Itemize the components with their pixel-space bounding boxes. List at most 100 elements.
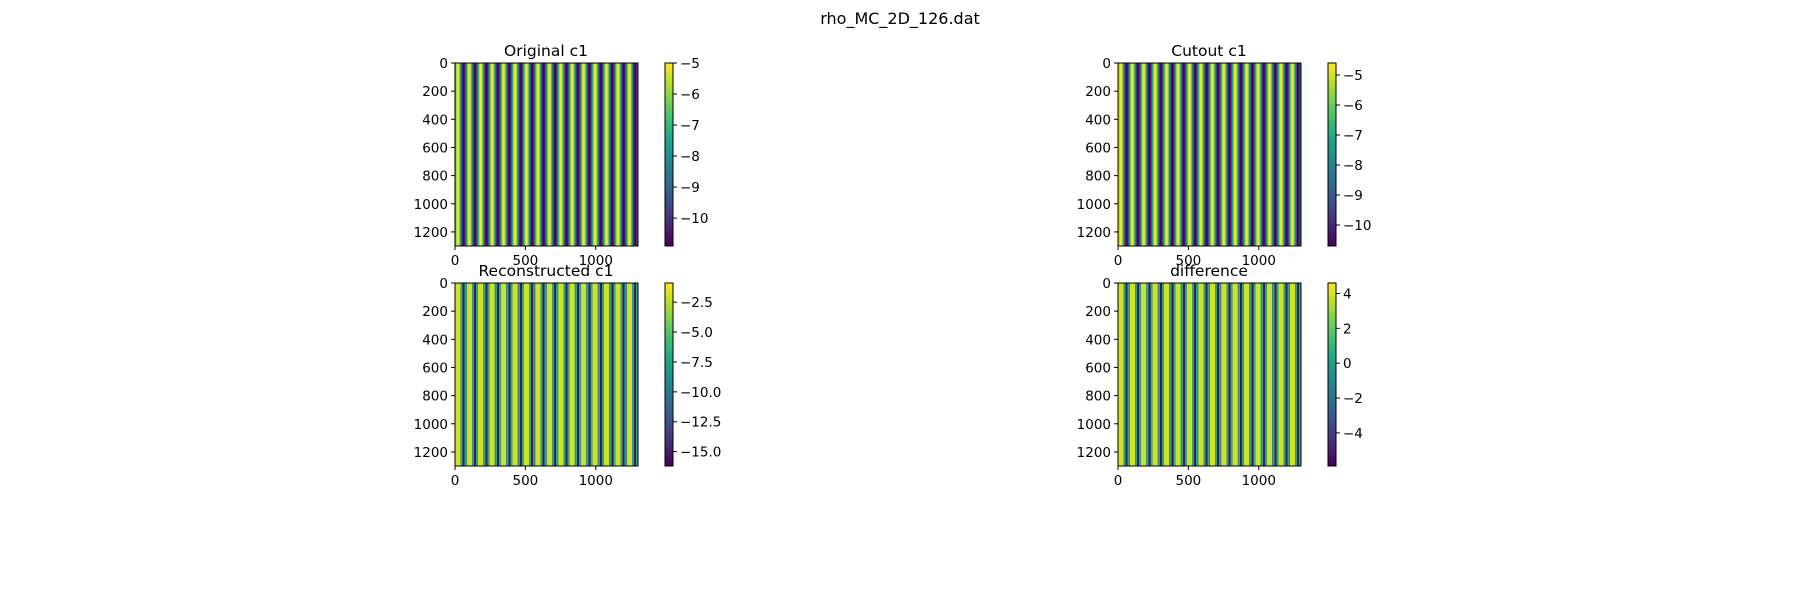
heatmap-column [1232,283,1234,466]
heatmap-column [1140,283,1142,466]
colorbar-segment [665,310,673,314]
heatmap-column [519,63,520,246]
y-tick-label: 1200 [414,225,448,241]
heatmap-column [1125,63,1126,246]
heatmap-column [1202,63,1204,246]
heatmap-column [614,283,616,466]
heatmap-column [546,63,548,246]
colorbar-segment [665,111,673,116]
heatmap-column [632,63,634,246]
heatmap-column [629,283,631,466]
heatmap-column [461,63,462,246]
heatmap-column [1145,283,1146,466]
heatmap-column [514,283,515,466]
colorbar-segment [665,319,673,324]
heatmap-column [508,283,509,466]
heatmap-column [1235,63,1236,246]
heatmap-column [1155,283,1156,466]
heatmap-column [577,63,578,246]
heatmap-column [1273,283,1274,466]
heatmap-column [601,63,602,246]
colorbar-tick-label: −5 [680,56,700,72]
x-tick-label: 1000 [579,253,613,269]
heatmap-column [1280,283,1281,466]
heatmap-column [487,63,489,246]
heatmap-column [610,283,611,466]
heatmap-column [610,283,612,466]
heatmap-column [1165,283,1167,466]
colorbar-segment [1328,462,1336,467]
heatmap-column [1277,283,1279,466]
heatmap-column [1158,283,1160,466]
heatmap-column [471,283,472,466]
heatmap-column [631,63,632,246]
heatmap-column [597,283,599,466]
heatmap-column [1121,283,1122,466]
heatmap-column [500,283,502,466]
heatmap-column [483,63,484,246]
x-tick-label: 500 [512,473,538,489]
heatmap-column [1238,283,1239,466]
heatmap-column [605,63,606,246]
colorbar-segment [1328,81,1336,85]
heatmap-column [573,283,574,466]
heatmap-column [580,63,582,246]
colorbar-segment [1328,102,1336,107]
heatmap-column [498,283,500,466]
heatmap-column [502,283,504,466]
heatmap-column [468,63,470,246]
heatmap-column [516,283,518,466]
heatmap-column [1260,283,1261,466]
heatmap-column [1226,283,1228,466]
colorbar-segment [665,75,673,79]
heatmap-column [492,283,494,466]
heatmap-column [596,63,598,246]
heatmap-column [1291,63,1292,246]
heatmap-column [457,283,458,466]
heatmap-column [540,283,542,466]
heatmap-column [1181,63,1183,246]
colorbar-segment [1328,236,1336,241]
heatmap-column [1161,283,1162,466]
heatmap-column [1170,63,1171,246]
heatmap-column [499,63,500,246]
heatmap-column [595,283,597,466]
heatmap-column [505,283,506,466]
colorbar-segment [665,389,673,394]
heatmap-column [1202,283,1203,466]
heatmap-column [1168,63,1170,246]
heatmap-column [1199,283,1201,466]
heatmap-column [1184,63,1186,246]
colorbar-segment [1328,319,1336,324]
heatmap-column [591,283,592,466]
colorbar-segment [1328,75,1336,79]
heatmap-column [1190,283,1191,466]
heatmap-column [563,63,565,246]
heatmap-column [520,63,522,246]
heatmap-column [1170,63,1172,246]
heatmap-column [1127,283,1128,466]
heatmap-column [1231,63,1233,246]
heatmap-column [1152,283,1153,466]
colorbar-segment [665,142,673,146]
heatmap-column [1213,63,1215,246]
heatmap-column [1142,63,1143,246]
heatmap-column [553,63,555,246]
heatmap-column [1131,283,1133,466]
heatmap-column [634,63,635,246]
heatmap-column [1296,63,1298,246]
heatmap-column [472,283,474,466]
heatmap-column [1296,283,1297,466]
colorbar-segment [665,438,673,442]
heatmap-column [1294,283,1296,466]
heatmap-column [589,63,590,246]
heatmap-column [462,283,463,466]
heatmap-column [493,63,494,246]
heatmap-column [1224,283,1225,466]
colorbar: −5−6−7−8−9−10 [664,56,709,247]
heatmap-column [1226,63,1227,246]
heatmap-column [1228,63,1230,246]
heatmap-column [521,63,522,246]
heatmap-column [468,283,470,466]
heatmap-column [541,63,542,246]
